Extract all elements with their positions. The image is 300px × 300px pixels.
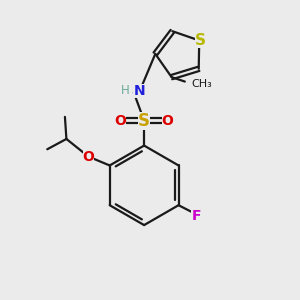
Text: S: S [138, 112, 150, 130]
Text: S: S [195, 33, 206, 48]
Text: H: H [121, 84, 130, 97]
Text: N: N [133, 84, 145, 98]
Text: O: O [115, 114, 127, 128]
Text: O: O [82, 150, 94, 164]
Text: F: F [191, 209, 201, 224]
Text: CH₃: CH₃ [191, 80, 212, 89]
Text: O: O [162, 114, 174, 128]
